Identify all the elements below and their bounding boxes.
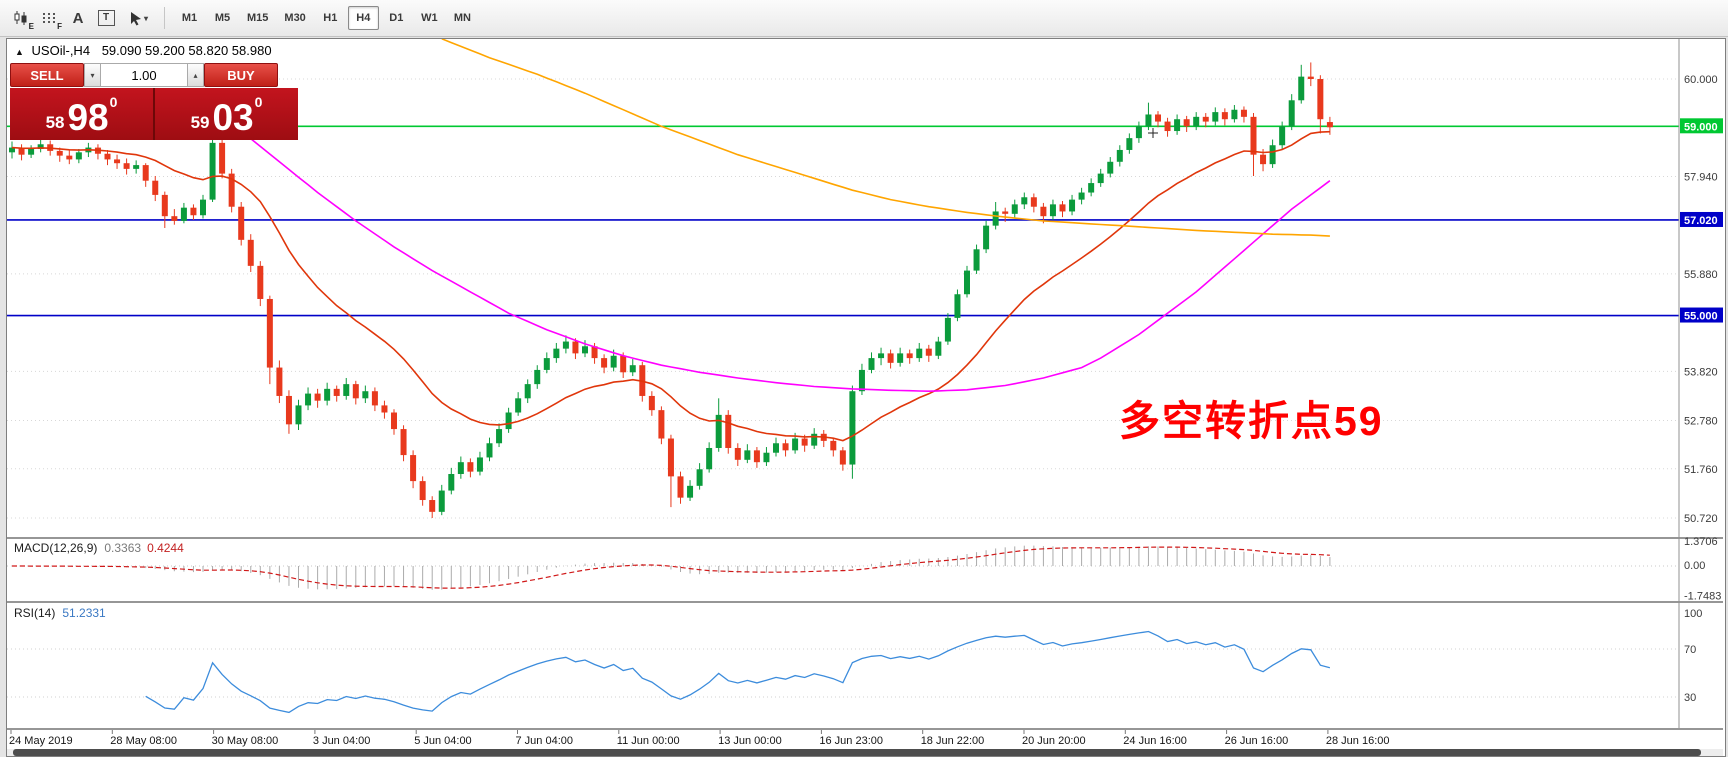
svg-text:51.760: 51.760 bbox=[1684, 464, 1718, 476]
chart-window: ▲ USOil-,H4 59.090 59.200 58.820 58.980 … bbox=[6, 38, 1726, 757]
symbol-label: USOil-,H4 bbox=[31, 43, 91, 58]
time-label: 3 Jun 04:00 bbox=[313, 735, 371, 747]
time-label: 30 May 08:00 bbox=[212, 735, 279, 747]
cursor-tool-icon[interactable]: ▾ bbox=[120, 5, 156, 32]
macd-name: MACD(12,26,9) bbox=[14, 541, 98, 555]
text-box-tool-icon[interactable]: T bbox=[92, 5, 120, 32]
timeframe-mn[interactable]: MN bbox=[447, 6, 478, 30]
svg-text:57.020: 57.020 bbox=[1684, 215, 1718, 227]
svg-text:57.940: 57.940 bbox=[1684, 171, 1718, 183]
quote-row: 58 98 0 59 03 0 bbox=[10, 88, 298, 140]
timeframe-m30[interactable]: M30 bbox=[277, 6, 312, 30]
toolbar: E F A T ▾ M1 M5 M15 M30 H1 H4 D1 W1 MN bbox=[0, 0, 1728, 37]
chart-type-icon[interactable]: E bbox=[8, 5, 36, 32]
svg-text:59.000: 59.000 bbox=[1684, 121, 1718, 133]
ask-pips: 03 bbox=[212, 97, 254, 138]
timeframe-d1[interactable]: D1 bbox=[381, 6, 412, 30]
chart-title: ▲ USOil-,H4 59.090 59.200 58.820 58.980 bbox=[15, 43, 272, 58]
cursor-glyph bbox=[130, 12, 141, 26]
volume-down-button[interactable]: ▾ bbox=[84, 63, 101, 87]
text-label-tool-icon[interactable]: A bbox=[64, 5, 92, 32]
time-label: 16 Jun 23:00 bbox=[819, 735, 883, 747]
candles-glyph bbox=[14, 10, 27, 25]
rsi-value: 51.2331 bbox=[62, 606, 106, 620]
icon-letter: F bbox=[57, 21, 62, 31]
rsi-line bbox=[145, 630, 1331, 714]
toolbar-separator bbox=[164, 7, 165, 29]
time-label: 28 Jun 16:00 bbox=[1326, 735, 1390, 747]
volume-up-button[interactable]: ▴ bbox=[187, 63, 204, 87]
time-label: 11 Jun 00:00 bbox=[617, 735, 680, 747]
timeframe-m5[interactable]: M5 bbox=[207, 6, 238, 30]
chart-annotation: 多空转折点59 bbox=[1119, 398, 1384, 444]
trade-controls-row: SELL ▾ ▴ BUY bbox=[10, 63, 298, 87]
timeframe-h4[interactable]: H4 bbox=[347, 6, 379, 30]
timeframe-group: M1 M5 M15 M30 H1 H4 D1 W1 MN bbox=[173, 6, 479, 30]
time-label: 13 Jun 00:00 bbox=[718, 735, 782, 747]
macd-signal-value: 0.4244 bbox=[147, 541, 184, 555]
macd-signal-line bbox=[12, 546, 1330, 589]
rsi-label: RSI(14) 51.2331 bbox=[14, 606, 106, 620]
svg-text:53.820: 53.820 bbox=[1684, 366, 1718, 378]
volume-input[interactable] bbox=[101, 63, 187, 87]
chart-canvas[interactable]: 60.000 57.940 55.880 53.820 52.780 51.760 50.7… bbox=[7, 39, 1723, 754]
macd-main-value: 0.3363 bbox=[104, 541, 142, 555]
svg-text:50.720: 50.720 bbox=[1684, 513, 1718, 525]
svg-text:-1.7483: -1.7483 bbox=[1684, 591, 1721, 603]
time-label: 24 May 2019 bbox=[9, 735, 73, 747]
timeframe-m15[interactable]: M15 bbox=[240, 6, 275, 30]
buy-button[interactable]: BUY bbox=[204, 63, 278, 87]
svg-text:100: 100 bbox=[1684, 608, 1702, 620]
buy-quote-button[interactable]: 59 03 0 bbox=[155, 88, 298, 140]
icon-letter: E bbox=[28, 21, 34, 31]
timeframe-m1[interactable]: M1 bbox=[174, 6, 205, 30]
rsi-name: RSI(14) bbox=[14, 606, 56, 620]
ohlc-readout: 59.090 59.200 58.820 58.980 bbox=[101, 43, 272, 58]
svg-text:1.3706: 1.3706 bbox=[1684, 536, 1718, 548]
h-scrollbar-track bbox=[7, 749, 1723, 756]
svg-text:52.780: 52.780 bbox=[1684, 416, 1718, 428]
bid-whole: 58 bbox=[45, 113, 65, 132]
candles-group bbox=[9, 62, 1333, 518]
profiles-grid-icon[interactable]: F bbox=[36, 5, 64, 32]
grid-glyph bbox=[43, 12, 55, 23]
ask-point: 0 bbox=[254, 94, 263, 110]
time-label: 28 May 08:00 bbox=[110, 735, 177, 747]
macd-histogram bbox=[21, 545, 1331, 590]
caret-down-icon: ▾ bbox=[143, 13, 148, 23]
bid-point: 0 bbox=[109, 94, 118, 110]
boxed-t-glyph: T bbox=[97, 10, 115, 26]
time-label: 24 Jun 16:00 bbox=[1123, 735, 1187, 747]
svg-text:0.00: 0.00 bbox=[1684, 560, 1705, 572]
time-label: 26 Jun 16:00 bbox=[1225, 735, 1289, 747]
svg-text:30: 30 bbox=[1684, 692, 1696, 704]
time-label: 18 Jun 22:00 bbox=[921, 735, 985, 747]
svg-text:60.000: 60.000 bbox=[1684, 74, 1718, 86]
sell-button[interactable]: SELL bbox=[10, 63, 84, 87]
sell-quote-button[interactable]: 58 98 0 bbox=[10, 88, 155, 140]
time-label: 20 Jun 20:00 bbox=[1022, 735, 1086, 747]
timeframe-h1[interactable]: H1 bbox=[315, 6, 346, 30]
time-label: 5 Jun 04:00 bbox=[414, 735, 472, 747]
ask-whole: 59 bbox=[190, 113, 210, 132]
timeframe-w1[interactable]: W1 bbox=[414, 6, 445, 30]
svg-text:55.880: 55.880 bbox=[1684, 269, 1718, 281]
one-click-trade-panel: SELL ▾ ▴ BUY 58 98 0 59 03 0 bbox=[10, 63, 298, 140]
h-scrollbar-thumb[interactable] bbox=[13, 749, 1701, 756]
svg-text:55.000: 55.000 bbox=[1684, 311, 1718, 323]
svg-text:70: 70 bbox=[1684, 644, 1696, 656]
one-click-toggle-icon[interactable]: ▲ bbox=[15, 47, 24, 57]
macd-label: MACD(12,26,9) 0.3363 0.4244 bbox=[14, 541, 184, 555]
bid-pips: 98 bbox=[67, 97, 109, 138]
time-label: 7 Jun 04:00 bbox=[516, 735, 574, 747]
